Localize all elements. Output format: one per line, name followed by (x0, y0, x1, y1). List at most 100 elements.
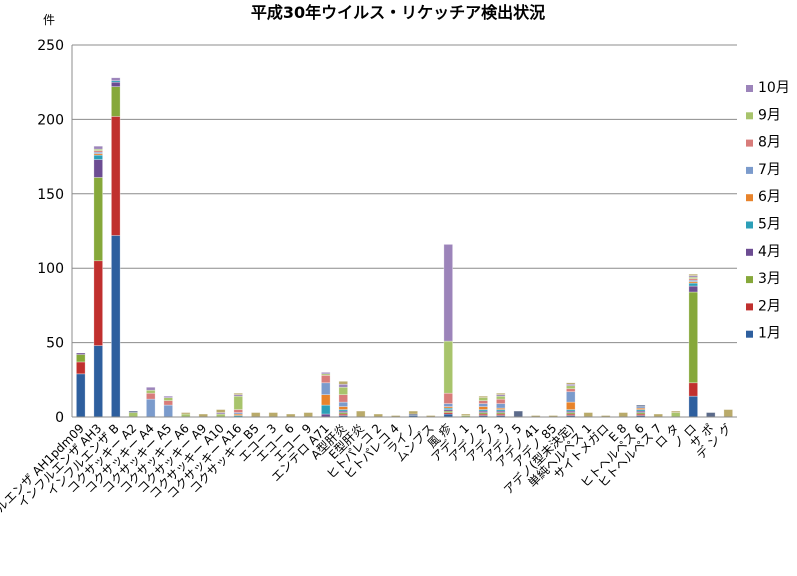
bar-segment (76, 373, 86, 418)
bar-segment (478, 403, 488, 407)
bar-segment (146, 398, 156, 418)
legend: 10月 9月 8月 7月 6月 5月 4月 3月 2月 1月 (746, 80, 790, 342)
bar-segment (321, 375, 331, 384)
bar-segment (636, 404, 646, 407)
bar-segment (688, 285, 698, 293)
bar-segment (303, 412, 313, 418)
bar-segment (513, 410, 523, 418)
bar-segment (478, 397, 488, 401)
y-axis-unit-label: 件 (43, 13, 55, 27)
bar-segment (93, 145, 103, 150)
bar-segment (496, 392, 506, 395)
bar-segment (706, 412, 716, 418)
bar-segment (163, 400, 173, 406)
bar-segment (128, 412, 138, 418)
bar-segment (76, 352, 86, 355)
bar-segment (233, 392, 243, 395)
legend-swatch (746, 112, 753, 120)
bar-segment (566, 385, 576, 390)
bar-segment (688, 291, 698, 384)
bar-segment (233, 395, 243, 410)
bar-segment (321, 404, 331, 415)
bar-segment (93, 177, 103, 262)
bar-segment (216, 409, 226, 413)
bar-segment (688, 273, 698, 276)
bar-segment (111, 116, 121, 236)
bar-segment (338, 386, 348, 395)
bar-segment (583, 412, 593, 418)
bar-segment (338, 383, 348, 388)
legend-label: 3月 (758, 271, 781, 287)
bar-segment (566, 391, 576, 403)
bar-segment (181, 412, 191, 415)
bar-segment (338, 401, 348, 407)
bar-segment (93, 345, 103, 418)
legend-swatch (746, 85, 753, 92)
bar-segment (688, 282, 698, 287)
bar-segment (338, 394, 348, 403)
y-tick-label: 250 (37, 38, 64, 54)
bar-segment (128, 410, 138, 413)
bar-segment (321, 394, 331, 406)
legend-swatch (746, 221, 753, 229)
legend-swatch (746, 303, 753, 311)
bar-segment (338, 380, 348, 385)
bar-segment (443, 403, 453, 407)
bar-segment (76, 361, 86, 375)
bar-segment (478, 406, 488, 410)
bar-segment (233, 409, 243, 413)
y-tick-label: 50 (46, 336, 64, 352)
bar-segment (111, 235, 121, 418)
bar-segment (338, 406, 348, 410)
bar-segment (93, 159, 103, 178)
legend-label: 7月 (758, 162, 781, 178)
bar-segment (321, 382, 331, 395)
bar-segment (443, 392, 453, 404)
bar-segment (93, 260, 103, 346)
bar-segment (496, 403, 506, 409)
bar-segment (356, 410, 366, 418)
y-axis: 0 50 100 150 200 250 (37, 38, 73, 426)
bar-segment (671, 410, 681, 413)
bars-area (76, 77, 733, 418)
y-tick-label: 200 (37, 112, 64, 128)
y-tick-label: 150 (37, 187, 64, 203)
bar-segment (163, 395, 173, 398)
y-tick-label: 0 (55, 410, 64, 426)
legend-swatch (746, 330, 753, 338)
bar-segment (566, 388, 576, 393)
legend-label: 9月 (758, 107, 781, 123)
bar-segment (671, 412, 681, 418)
legend-label: 8月 (758, 135, 781, 151)
bar-segment (478, 395, 488, 398)
bar-segment (76, 354, 86, 363)
bar-segment (461, 413, 471, 416)
bar-segment (163, 397, 173, 401)
bar-segment (443, 340, 453, 394)
bar-segment (408, 410, 418, 415)
bar-segment (111, 86, 121, 117)
bar-segment (251, 412, 261, 418)
bar-segment (93, 154, 103, 160)
legend-label: 6月 (758, 189, 781, 205)
bar-segment (111, 81, 121, 87)
legend-label: 10月 (758, 80, 790, 96)
legend-label: 4月 (758, 244, 781, 260)
legend-label: 1月 (758, 326, 781, 342)
bar-segment (268, 412, 278, 418)
y-tick-label: 100 (37, 261, 64, 277)
bar-segment (111, 77, 121, 82)
legend-swatch (746, 139, 753, 147)
bar-segment (566, 401, 576, 410)
bar-segment (496, 395, 506, 400)
bar-segment (163, 404, 173, 418)
chart-title: 平成30年ウイルス・リケッチア検出状況 (251, 3, 545, 22)
legend-swatch (746, 276, 753, 284)
bar-segment (443, 244, 453, 342)
bar-segment (688, 395, 698, 418)
legend-label: 2月 (758, 298, 781, 314)
legend-swatch (746, 194, 753, 202)
bar-segment (146, 392, 156, 400)
bar-segment (723, 409, 733, 418)
